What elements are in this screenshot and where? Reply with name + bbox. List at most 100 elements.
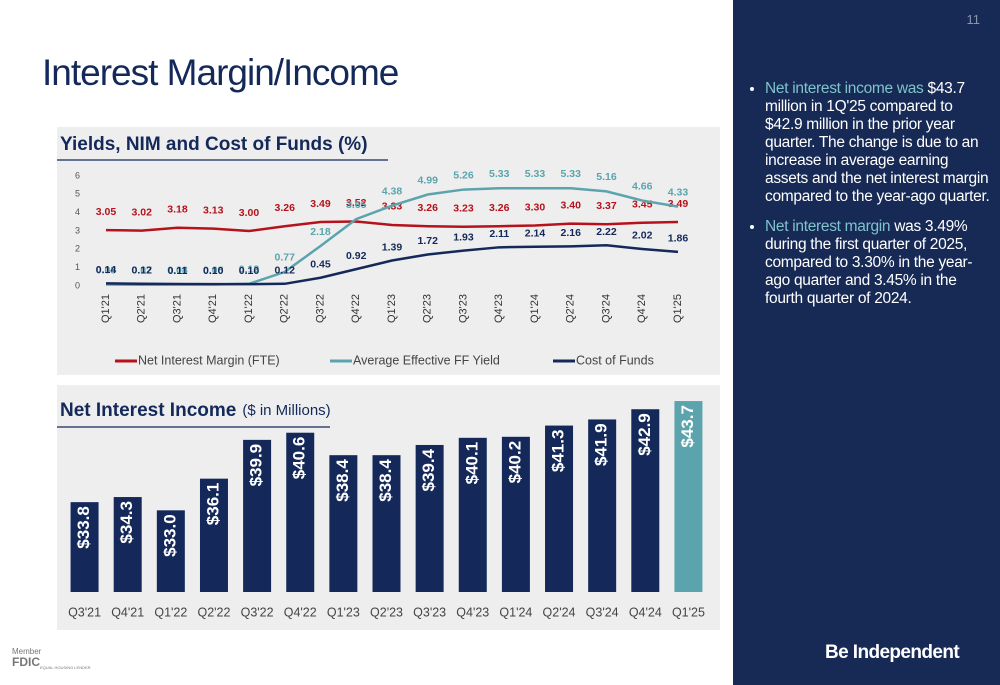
data-label: $42.9 xyxy=(635,413,654,456)
x-tick-label: Q1'22 xyxy=(243,294,255,323)
data-label: 5.33 xyxy=(489,168,510,180)
data-label: 3.18 xyxy=(167,203,188,215)
lender: EQUAL HOUSING LENDER xyxy=(40,665,91,670)
x-tick-label: Q1'24 xyxy=(499,605,532,619)
x-tick-label: Q3'21 xyxy=(171,294,183,323)
y-tick-label: 0 xyxy=(75,280,80,290)
series-line xyxy=(105,220,679,233)
series-line xyxy=(105,244,679,286)
bullet-body: was 3.49% during the first quarter of 20… xyxy=(765,218,973,307)
x-tick-label: Q3'22 xyxy=(241,605,274,619)
x-tick-label: Q1'21 xyxy=(100,294,112,323)
data-label: 5.26 xyxy=(453,169,474,181)
data-label: 0.10 xyxy=(239,265,260,277)
data-label: 0.10 xyxy=(203,265,224,277)
data-label: 2.18 xyxy=(310,226,331,238)
data-label: 3.40 xyxy=(561,199,582,211)
x-tick-label: Q4'21 xyxy=(207,294,219,323)
data-label: 3.05 xyxy=(96,206,117,218)
y-tick-label: 1 xyxy=(75,262,80,272)
y-tick-label: 6 xyxy=(75,170,80,180)
x-tick-label: Q1'25 xyxy=(672,605,705,619)
bar xyxy=(501,436,530,592)
chart-title: Net Interest Income ($ in Millions) xyxy=(60,400,331,421)
bar xyxy=(458,437,487,592)
data-label: 3.26 xyxy=(275,202,296,214)
x-tick-label: Q2'23 xyxy=(422,294,434,323)
data-label: $40.1 xyxy=(462,442,481,485)
bar xyxy=(286,432,315,592)
data-label: 0.77 xyxy=(275,252,296,264)
fdic: FDIC xyxy=(12,655,40,669)
bar xyxy=(70,502,99,592)
bar xyxy=(674,401,703,592)
x-tick-label: Q4'21 xyxy=(111,605,144,619)
bar xyxy=(631,409,660,592)
data-label: 3.23 xyxy=(453,203,474,215)
data-label: 4.66 xyxy=(632,180,653,192)
x-tick-label: Q3'24 xyxy=(586,605,619,619)
bullet: Net interest margin was 3.49% during the… xyxy=(765,218,990,308)
x-tick-label: Q4'22 xyxy=(284,605,317,619)
bar xyxy=(415,444,444,592)
data-label: 0.08 xyxy=(203,264,224,276)
brand: Be Independent xyxy=(825,642,960,663)
data-label: 3.52 xyxy=(346,197,367,209)
data-label: 0.92 xyxy=(346,250,367,262)
legend-label: Net Interest Margin (FTE) xyxy=(138,353,280,367)
data-label: 0.11 xyxy=(168,265,188,277)
x-tick-label: Q2'21 xyxy=(136,294,148,323)
data-label: 3.37 xyxy=(596,200,617,212)
data-label: 2.02 xyxy=(632,230,653,242)
y-tick-label: 2 xyxy=(75,244,80,254)
data-label: 3.30 xyxy=(525,201,546,213)
x-tick-label: Q2'24 xyxy=(543,605,576,619)
data-label: 4.33 xyxy=(668,186,689,198)
data-label: 0.12 xyxy=(132,265,153,277)
x-tick-label: Q3'24 xyxy=(600,294,612,323)
subtitle: ($ in Millions) xyxy=(242,402,330,419)
bar xyxy=(588,419,617,592)
x-tick-label: Q4'24 xyxy=(636,294,648,323)
data-label: 2.14 xyxy=(525,228,546,240)
data-label: 5.16 xyxy=(596,171,617,183)
data-label: 0.07 xyxy=(132,264,153,276)
fdic-member: Member xyxy=(12,647,42,656)
data-label: $34.3 xyxy=(117,501,136,544)
data-label: 0.12 xyxy=(239,264,260,276)
charts: Yields, NIM and Cost of Funds (%) Net In… xyxy=(12,127,720,670)
bullets: Net interest income was $43.7 million in… xyxy=(753,80,990,320)
data-label: 1.86 xyxy=(668,233,689,245)
title: Net Interest Income xyxy=(60,400,236,421)
data-label: 2.11 xyxy=(489,228,509,240)
x-tick-label: Q2'22 xyxy=(197,605,230,619)
data-label: $40.6 xyxy=(290,437,309,480)
bullet-body: $43.7 million in 1Q'25 compared to $42.9… xyxy=(765,80,990,205)
bar xyxy=(372,455,401,592)
data-label: $39.4 xyxy=(419,448,438,491)
sidebar: 11 Net interest income was $43.7 million… xyxy=(733,0,1000,685)
bar xyxy=(199,478,228,592)
bullet-lead: Net interest income was xyxy=(765,80,924,97)
legend-label: Average Effective FF Yield xyxy=(353,353,500,367)
x-tick-label: Q3'22 xyxy=(314,294,326,323)
data-label: 0.45 xyxy=(310,259,331,271)
x-tick-label: Q3'21 xyxy=(68,605,101,619)
x-tick-label: Q3'23 xyxy=(413,605,446,619)
data-label: 0.08 xyxy=(167,264,188,276)
data-label: 1.93 xyxy=(453,231,474,243)
data-label: $39.9 xyxy=(247,444,266,487)
page-number: 11 xyxy=(966,12,981,27)
data-label: 0.12 xyxy=(275,265,296,277)
y-tick-label: 4 xyxy=(75,207,80,217)
bar xyxy=(329,455,358,592)
bar xyxy=(243,439,272,592)
data-label: 5.33 xyxy=(525,168,546,180)
data-label: 4.38 xyxy=(382,185,403,197)
data-label: 2.16 xyxy=(561,227,582,239)
bar xyxy=(545,425,574,592)
data-label: 3.65 xyxy=(346,199,367,211)
data-label: $38.4 xyxy=(376,459,395,502)
x-tick-label: Q3'23 xyxy=(457,294,469,323)
